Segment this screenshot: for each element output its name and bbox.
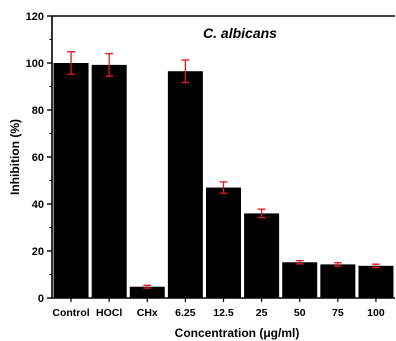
x-tick-label: 75 — [332, 307, 344, 319]
y-tick-label: 0 — [38, 293, 44, 305]
y-tick-label: 80 — [32, 105, 44, 117]
bar — [167, 71, 203, 298]
bar — [282, 262, 318, 298]
y-axis-title: Inhibition (%) — [8, 119, 22, 195]
bar — [244, 213, 280, 298]
x-tick-label: 6.25 — [175, 307, 196, 319]
x-tick-label: 50 — [294, 307, 306, 319]
x-tick-labels: Control HOCl CHx 6.25 12.5 25 50 75 100 — [52, 298, 385, 319]
bar — [91, 64, 127, 298]
y-tick-label: 40 — [32, 199, 44, 211]
plot-area: 0 20 40 60 80 100 120 Control HOCl CHx 6.25 12.5 25… — [26, 11, 395, 319]
x-tick-label: CHx — [137, 307, 158, 319]
x-tick-label: 25 — [256, 307, 268, 319]
chart-title: C. albicans — [203, 25, 277, 41]
x-tick-label: HOCl — [96, 307, 122, 319]
y-tick-label: 120 — [26, 11, 44, 23]
x-tick-label: Control — [52, 307, 89, 319]
bar — [358, 265, 394, 298]
bar — [206, 187, 241, 298]
error-bars — [67, 51, 380, 289]
bar — [320, 264, 356, 298]
bar — [53, 63, 89, 298]
y-tick-label: 60 — [32, 152, 44, 164]
x-axis-title: Concentration (μg/ml) — [175, 326, 300, 340]
bar — [129, 286, 165, 298]
x-tick-label: 100 — [367, 307, 385, 319]
y-ticks: 0 20 40 60 80 100 120 — [26, 11, 52, 305]
y-tick-label: 100 — [26, 58, 44, 70]
x-tick-label: 12.5 — [213, 307, 234, 319]
y-tick-label: 20 — [32, 246, 44, 258]
bars — [53, 63, 394, 298]
